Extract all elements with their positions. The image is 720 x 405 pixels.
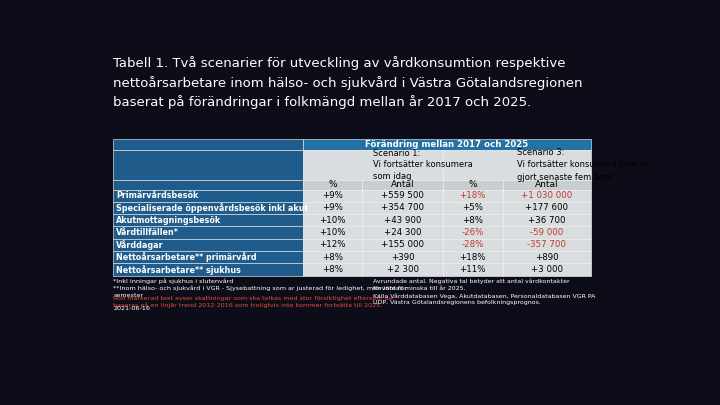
Bar [303,263,362,276]
Text: 2021-06-16: 2021-06-16 [113,306,150,311]
Text: -26%: -26% [462,228,484,237]
Text: +10%: +10% [320,216,346,225]
Text: +36 700: +36 700 [528,216,566,225]
Bar [113,179,303,190]
Bar [303,190,362,202]
Text: +5%: +5% [462,203,483,213]
Bar [113,150,303,179]
Bar [113,190,303,202]
Bar [303,150,443,179]
Text: -28%: -28% [462,241,484,249]
Bar [503,214,591,226]
Bar [362,226,443,239]
Text: +390: +390 [391,253,415,262]
Bar [113,251,303,263]
Bar [303,139,591,150]
Text: %: % [328,180,337,189]
Text: +9%: +9% [322,203,343,213]
Text: +24 300: +24 300 [384,228,421,237]
Text: +18%: +18% [459,191,486,200]
Bar [362,214,443,226]
Bar [362,179,443,190]
Text: +890: +890 [535,253,559,262]
Text: Scenario 1:
Vi fortsätter konsumera
som idag: Scenario 1: Vi fortsätter konsumera som … [373,149,472,181]
Bar [443,239,503,251]
Text: Antal: Antal [391,180,415,189]
Text: Vårdtillfällen*: Vårdtillfällen* [117,228,179,237]
Text: **Inom hälso- och sjukvård i VGR - Sjysebattning som ar justerad för ledighet, m: **Inom hälso- och sjukvård i VGR - Sjyse… [113,286,407,298]
Text: +354 700: +354 700 [381,203,424,213]
Bar [503,179,591,190]
Bar [113,263,303,276]
Text: *Inkl inningar på sjukhus i slutenvård: *Inkl inningar på sjukhus i slutenvård [113,279,233,284]
Bar [503,202,591,214]
Text: -357 700: -357 700 [527,241,566,249]
Text: +12%: +12% [320,241,346,249]
Bar [362,202,443,214]
Bar [503,239,591,251]
Text: +155 000: +155 000 [381,241,424,249]
Text: -59 000: -59 000 [530,228,564,237]
Text: +11%: +11% [459,265,486,274]
Text: %: % [469,180,477,189]
Text: +559 500: +559 500 [382,191,424,200]
Bar [113,226,303,239]
Text: +9%: +9% [322,191,343,200]
Text: +8%: +8% [462,216,483,225]
Bar [443,214,503,226]
Bar [362,251,443,263]
Text: Nettoårsarbetare** sjukhus: Nettoårsarbetare** sjukhus [117,264,241,275]
Bar [443,150,591,179]
Text: +8%: +8% [322,253,343,262]
Bar [113,202,303,214]
Bar [113,139,303,150]
Bar [303,179,362,190]
Bar [443,202,503,214]
Text: +43 900: +43 900 [384,216,421,225]
Bar [503,251,591,263]
Text: +2 300: +2 300 [387,265,419,274]
Bar [303,239,362,251]
Text: Antal: Antal [535,180,559,189]
Bar [503,190,591,202]
Bar [303,251,362,263]
Text: +18%: +18% [459,253,486,262]
Text: +8%: +8% [322,265,343,274]
Text: Primärvårdsbesök: Primärvårdsbesök [117,191,199,200]
Bar [503,263,591,276]
Bar [443,251,503,263]
Bar [443,226,503,239]
Text: Röd markerad text avser skattningar som ska tolkas med stor försiktighet efterso: Röd markerad text avser skattningar som … [113,296,393,308]
Bar [443,263,503,276]
Bar [362,239,443,251]
Text: +10%: +10% [320,228,346,237]
Text: Förändring mellan 2017 och 2025: Förändring mellan 2017 och 2025 [365,141,528,149]
Text: +177 600: +177 600 [526,203,568,213]
Text: Nettoårsarbetare** primärvård: Nettoårsarbetare** primärvård [117,252,257,262]
Bar [503,226,591,239]
Text: Avrundade antal. Negativa tal betyder att antal vårdkontakter
förväntas minska t: Avrundade antal. Negativa tal betyder at… [373,279,595,305]
Bar [362,190,443,202]
Bar [113,214,303,226]
Text: Akutmottagningsbesök: Akutmottagningsbesök [117,216,222,225]
Text: Scenario 3:
Vi fortsätter konsumera som vi
gjort senaste fem åren: Scenario 3: Vi fortsätter konsumera som … [517,148,647,182]
Bar [303,226,362,239]
Bar [303,202,362,214]
Bar [443,179,503,190]
Text: +1 030 000: +1 030 000 [521,191,572,200]
Bar [303,214,362,226]
Text: Vårddagar: Vårddagar [117,240,164,250]
Bar [362,263,443,276]
Bar [443,190,503,202]
Bar [113,239,303,251]
Text: Tabell 1. Två scenarier för utveckling av vårdkonsumtion respektive
nettoårsarbe: Tabell 1. Två scenarier för utveckling a… [113,56,582,109]
Text: Specialiserade öppenvårdsbesök inkl akut: Specialiserade öppenvårdsbesök inkl akut [117,203,309,213]
Text: +3 000: +3 000 [531,265,563,274]
